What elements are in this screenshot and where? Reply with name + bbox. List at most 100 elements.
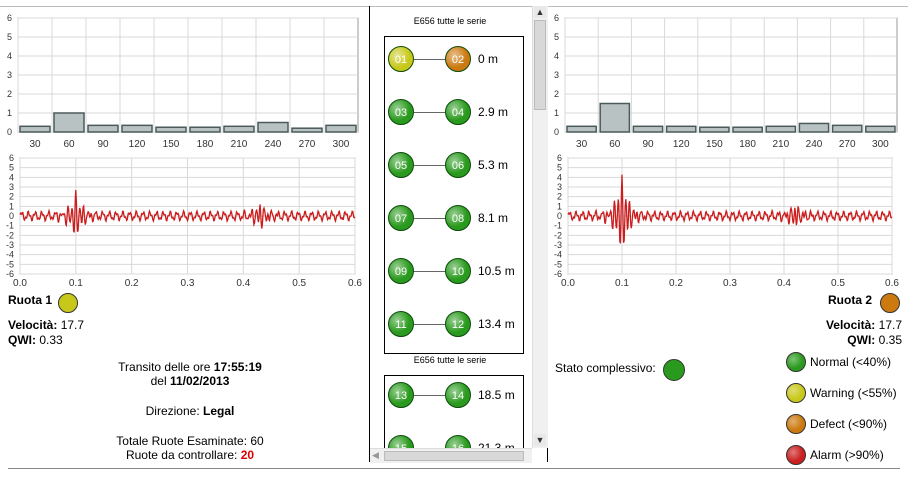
y-tick-label: -5 <box>6 259 14 269</box>
scroll-down-icon[interactable]: ▼ <box>534 434 546 446</box>
histogram-bar <box>87 124 119 133</box>
x-tick-label: 0.3 <box>723 278 737 289</box>
y-tick-label: -1 <box>554 221 562 231</box>
y-tick-label: 3 <box>9 182 14 192</box>
y-tick-label: 1 <box>554 108 559 118</box>
divider-left <box>369 6 370 462</box>
signal-series-line <box>19 189 356 233</box>
y-tick-label: 5 <box>7 32 12 42</box>
histogram-bar <box>699 126 730 133</box>
wheel-2-qwi: QWI: 0.35 <box>820 333 902 347</box>
y-tick-label: 3 <box>554 70 559 80</box>
hscrollbar-thumb[interactable] <box>384 451 524 461</box>
x-tick-label: 0.2 <box>125 278 139 289</box>
y-tick-label: 4 <box>554 51 559 61</box>
wheel-09-button[interactable]: 09 <box>388 258 414 284</box>
left-histogram-chart: 0 1 2 3 4 5 6 30 60 90 120 150 180 210 240 270 300 <box>7 13 359 150</box>
wheel-13-button[interactable]: 13 <box>388 382 414 408</box>
x-tick-label: 30 <box>576 139 588 150</box>
axle-distance: 0 m <box>478 52 499 66</box>
axle-connector <box>414 324 445 325</box>
transit-info: Transito delle ore 17:55:19 del 11/02/20… <box>70 360 310 462</box>
y-tick-label: 6 <box>557 153 562 163</box>
wheel-07-button[interactable]: 07 <box>388 205 414 231</box>
histogram-bar <box>19 125 51 133</box>
x-tick-label: 0.1 <box>615 278 629 289</box>
legend-label: Warning (<55%) <box>810 386 897 400</box>
histogram-bar <box>599 102 631 133</box>
y-tick-label: 4 <box>7 51 12 61</box>
axle-connector <box>414 395 445 396</box>
transit-time: 17:55:19 <box>213 360 262 374</box>
y-tick-label: 5 <box>9 163 14 173</box>
axle-connector <box>414 165 445 166</box>
x-tick-label: 270 <box>299 139 316 150</box>
wheel-14-button[interactable]: 14 <box>445 382 471 408</box>
y-tick-label: 1 <box>557 201 562 211</box>
qwi-label: QWI: <box>8 333 36 347</box>
x-tick-label: 0.1 <box>69 278 83 289</box>
y-tick-label: 2 <box>554 89 559 99</box>
wheel-10-button[interactable]: 10 <box>445 258 471 284</box>
axle-list-panel[interactable]: E656 tutte le serie E656 tutte le serie … <box>370 8 530 462</box>
x-tick-label: 150 <box>163 139 180 150</box>
histogram-bar <box>732 126 763 133</box>
y-tick-label: -5 <box>554 259 562 269</box>
wheel-12-button[interactable]: 12 <box>445 311 471 337</box>
wheel-05-button[interactable]: 05 <box>388 152 414 178</box>
y-tick-label: 4 <box>9 172 14 182</box>
legend-status-dot <box>786 383 806 403</box>
x-tick-label: 90 <box>642 139 654 150</box>
top-border <box>0 6 908 7</box>
histogram-bar <box>53 112 85 133</box>
histogram-bar <box>189 126 221 133</box>
legend-status-dot <box>786 445 806 465</box>
x-tick-label: 120 <box>129 139 146 150</box>
scroll-up-icon[interactable]: ▲ <box>534 6 546 18</box>
x-tick-label: 180 <box>739 139 756 150</box>
axle-distance: 13.4 m <box>478 317 515 331</box>
y-tick-label: 3 <box>7 70 12 80</box>
histogram-bar <box>566 125 597 133</box>
y-tick-label: 6 <box>7 13 12 23</box>
wheel-06-button[interactable]: 06 <box>445 152 471 178</box>
wheel-04-button[interactable]: 04 <box>445 99 471 125</box>
wheel-1-velocity: Velocità: 17.7 <box>8 318 84 332</box>
y-tick-label: 2 <box>9 192 14 202</box>
horizontal-scrollbar[interactable]: ◀ <box>370 448 532 463</box>
group-1-box <box>384 36 524 354</box>
axle-connector <box>414 112 445 113</box>
transit-time-label: Transito delle ore <box>118 360 214 374</box>
x-tick-label: 60 <box>609 139 621 150</box>
total-wheels-value: 60 <box>250 434 264 448</box>
y-tick-label: 1 <box>7 108 12 118</box>
wheel-11-button[interactable]: 11 <box>388 311 414 337</box>
vertical-scrollbar[interactable]: ▲ ▼ <box>532 6 548 448</box>
y-tick-label: -3 <box>554 240 562 250</box>
overall-status-indicator <box>663 359 685 381</box>
wheel-03-button[interactable]: 03 <box>388 99 414 125</box>
x-tick-label: 0.3 <box>181 278 195 289</box>
y-tick-label: 1 <box>9 201 14 211</box>
velocity-label: Velocità: <box>8 318 58 332</box>
histogram-bar <box>765 125 797 133</box>
x-tick-label: 210 <box>772 139 789 150</box>
histogram-bar <box>325 124 357 133</box>
signal-series-line <box>567 174 893 244</box>
x-tick-label: 240 <box>265 139 282 150</box>
x-tick-label: 0.2 <box>669 278 683 289</box>
wheel-08-button[interactable]: 08 <box>445 205 471 231</box>
wheel-02-button[interactable]: 02 <box>445 46 471 72</box>
scroll-left-icon[interactable]: ◀ <box>372 450 379 460</box>
transit-date: 11/02/2013 <box>169 374 230 388</box>
scrollbar-thumb[interactable] <box>534 20 546 110</box>
x-tick-label: 0.4 <box>777 278 791 289</box>
histogram-bar <box>665 125 697 133</box>
wheel-1-qwi: QWI: 0.33 <box>8 333 63 347</box>
wheel-01-button[interactable]: 01 <box>388 46 414 72</box>
legend-label: Alarm (>90%) <box>810 448 884 462</box>
histogram-bar <box>831 124 863 133</box>
y-tick-label: 0 <box>557 211 562 221</box>
axle-connector <box>414 59 445 60</box>
wheel-2-title: Ruota 2 <box>828 293 873 307</box>
